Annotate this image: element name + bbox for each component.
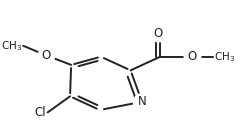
Text: Cl: Cl <box>34 106 46 119</box>
Text: CH$_3$: CH$_3$ <box>1 39 22 53</box>
Text: CH$_3$: CH$_3$ <box>214 50 235 64</box>
Text: N: N <box>138 95 146 108</box>
Text: O: O <box>154 27 163 40</box>
Text: O: O <box>188 50 197 63</box>
Text: O: O <box>42 49 51 62</box>
